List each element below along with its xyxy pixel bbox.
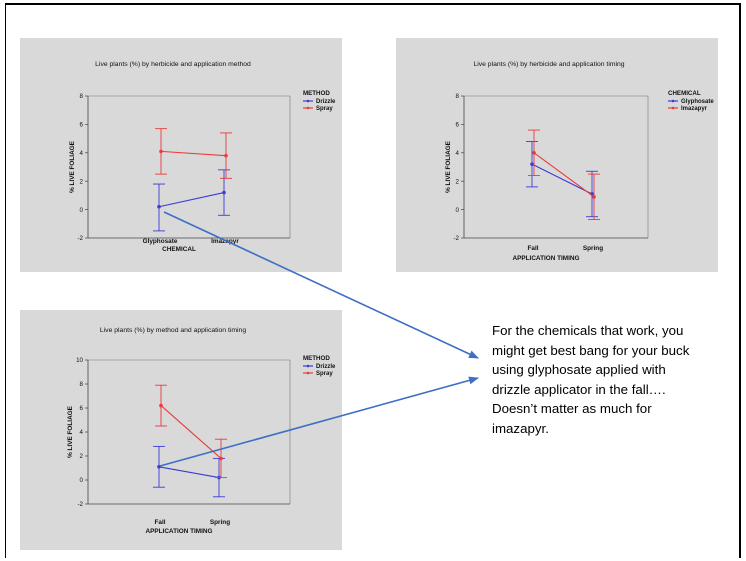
x-tick-label: Fall bbox=[154, 519, 165, 526]
callout-text: For the chemicals that work, you might g… bbox=[492, 323, 690, 436]
x-tick-label: Glyphosate bbox=[143, 238, 178, 245]
y-tick-label: 2 bbox=[80, 178, 84, 185]
legend-label-spray: Spray bbox=[316, 371, 333, 377]
y-tick-label: 10 bbox=[76, 357, 83, 364]
y-tick-label: -2 bbox=[453, 235, 459, 242]
legend-label-drizzle: Drizzle bbox=[316, 99, 336, 105]
legend-marker-spray bbox=[306, 106, 310, 110]
series-line-imazapyr bbox=[533, 152, 595, 198]
legend-marker-drizzle bbox=[306, 364, 310, 368]
data-point-imazapyr bbox=[592, 195, 596, 199]
chart-title: Live plants (%) by method and applicatio… bbox=[100, 327, 246, 334]
y-tick-label: -2 bbox=[77, 235, 83, 242]
chart-title: Live plants (%) by herbicide and applica… bbox=[95, 61, 251, 68]
data-point-drizzle bbox=[157, 465, 161, 469]
legend-marker-imazapyr bbox=[671, 106, 675, 110]
series-line-spray bbox=[160, 150, 227, 157]
y-tick-label: 8 bbox=[80, 381, 84, 388]
y-tick-label: 6 bbox=[80, 122, 84, 129]
legend-title: METHOD bbox=[303, 355, 330, 362]
y-tick-label: 0 bbox=[80, 477, 84, 484]
y-tick-label: -2 bbox=[77, 501, 83, 508]
y-tick-label: 0 bbox=[80, 207, 84, 214]
x-axis-label: APPLICATION TIMING bbox=[513, 255, 580, 262]
series-line-spray bbox=[160, 405, 222, 459]
legend-label-spray: Spray bbox=[316, 106, 333, 112]
data-point-spray bbox=[224, 153, 228, 158]
data-point-spray bbox=[219, 456, 223, 461]
chart-panel-herbicide-method: Live plants (%) by herbicide and applica… bbox=[20, 38, 342, 272]
chart-svg-0: Live plants (%) by herbicide and applica… bbox=[69, 61, 336, 253]
x-tick-label: Fall bbox=[527, 245, 538, 252]
x-tick-label: Spring bbox=[583, 245, 603, 252]
data-point-imazapyr bbox=[532, 151, 536, 155]
data-point-spray bbox=[159, 403, 163, 408]
legend-marker-drizzle bbox=[306, 99, 310, 103]
data-point-drizzle bbox=[157, 204, 161, 209]
chart-panel-method-timing: Live plants (%) by method and applicatio… bbox=[20, 310, 342, 550]
chart-title: Live plants (%) by herbicide and applica… bbox=[473, 61, 624, 68]
legend-label-glyphosate: Glyphosate bbox=[681, 99, 714, 105]
data-point-drizzle bbox=[222, 190, 226, 195]
series-line-drizzle bbox=[158, 466, 220, 479]
y-tick-label: 2 bbox=[80, 453, 84, 460]
y-tick-label: 0 bbox=[456, 207, 460, 214]
chart-panel-herbicide-timing: Live plants (%) by herbicide and applica… bbox=[396, 38, 718, 272]
y-axis-label: % LIVE FOLIAGE bbox=[69, 140, 76, 193]
y-tick-label: 6 bbox=[456, 122, 460, 129]
y-tick-label: 4 bbox=[456, 150, 460, 157]
series-line-glyphosate bbox=[531, 163, 593, 195]
y-tick-label: 6 bbox=[80, 405, 84, 412]
legend-marker-glyphosate bbox=[671, 99, 675, 103]
x-axis-label: APPLICATION TIMING bbox=[146, 528, 213, 535]
legend-title: CHEMICAL bbox=[668, 90, 701, 97]
y-tick-label: 4 bbox=[80, 429, 84, 436]
y-tick-label: 4 bbox=[80, 150, 84, 157]
slide-frame bbox=[5, 3, 741, 558]
data-point-spray bbox=[159, 149, 163, 154]
y-tick-label: 8 bbox=[80, 93, 84, 100]
legend-title: METHOD bbox=[303, 90, 330, 97]
x-tick-label: Spring bbox=[210, 519, 230, 526]
y-tick-label: 8 bbox=[456, 93, 460, 100]
legend-label-drizzle: Drizzle bbox=[316, 364, 336, 370]
chart-svg-1: Live plants (%) by herbicide and applica… bbox=[445, 61, 714, 262]
chart-svg-2: Live plants (%) by method and applicatio… bbox=[67, 327, 336, 535]
x-axis-label: CHEMICAL bbox=[162, 246, 196, 253]
y-axis-label: % LIVE FOLIAGE bbox=[445, 140, 452, 193]
y-axis-label: % LIVE FOLIAGE bbox=[67, 405, 74, 458]
data-point-glyphosate bbox=[530, 162, 534, 166]
legend-marker-spray bbox=[306, 371, 310, 375]
y-tick-label: 2 bbox=[456, 178, 460, 185]
series-line-drizzle bbox=[158, 192, 225, 208]
legend-label-imazapyr: Imazapyr bbox=[681, 106, 708, 112]
x-tick-label: Imazapyr bbox=[211, 238, 239, 245]
